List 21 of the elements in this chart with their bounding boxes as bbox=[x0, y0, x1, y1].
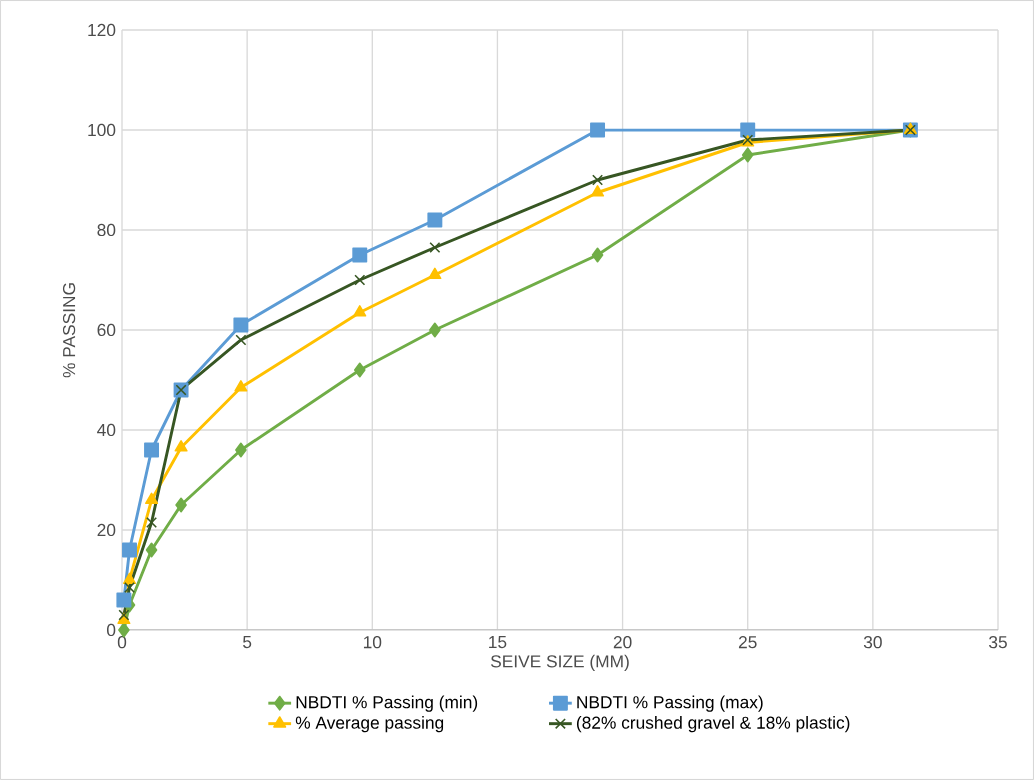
y-tick-label: 60 bbox=[97, 323, 116, 337]
x-tick-label: 10 bbox=[363, 636, 382, 649]
x-tick-label: 25 bbox=[738, 636, 757, 649]
legend-label: NBDTI % Passing (max) bbox=[577, 695, 763, 712]
y-tick-label: 100 bbox=[88, 123, 116, 137]
y-tick-label: 40 bbox=[97, 423, 116, 437]
y-tick-label: 80 bbox=[97, 223, 116, 237]
x-tick-label: 5 bbox=[243, 636, 252, 649]
x-tick-label: 0 bbox=[117, 636, 127, 649]
y-axis-title: % PASSING bbox=[62, 283, 76, 378]
x-tick-label: 20 bbox=[613, 636, 632, 649]
x-tick-label: 35 bbox=[989, 636, 1007, 649]
legend-label: % Average passing bbox=[295, 716, 444, 733]
legend-label: NBDTI % Passing (min) bbox=[296, 695, 478, 712]
y-tick-label: 0 bbox=[106, 623, 116, 637]
y-tick-label: 20 bbox=[97, 523, 116, 537]
x-tick-label: 15 bbox=[489, 636, 507, 649]
x-axis-title: SEIVE SIZE (MM) bbox=[490, 654, 629, 671]
x-tick-label: 30 bbox=[863, 636, 882, 649]
legend-label: (82% crushed gravel & 18% plastic) bbox=[576, 716, 850, 733]
y-tick-label: 120 bbox=[88, 23, 116, 37]
